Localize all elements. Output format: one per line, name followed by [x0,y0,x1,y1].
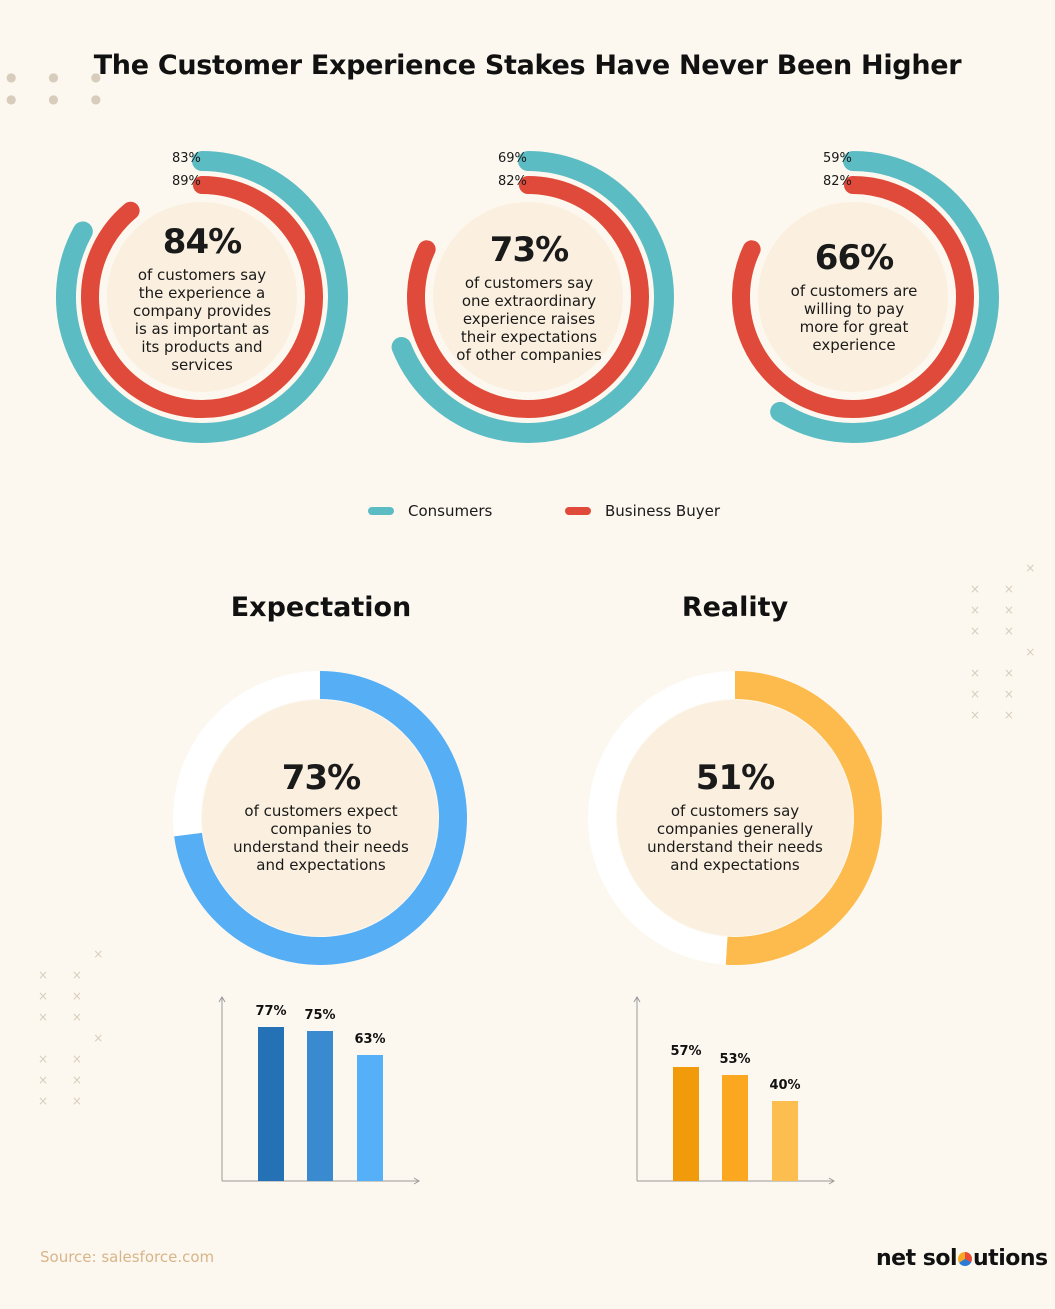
decor-dots-top-left: ● ● ● ● ● ● [6,70,116,106]
expectation-bar-label-3: 63% [354,1032,386,1047]
reality-bar-1 [673,1067,699,1181]
expectation-text: 73% of customers expect companies to und… [232,758,410,874]
reality-bar-label-1: 57% [670,1044,702,1059]
decor-crosses-right: × × × × × × × × × × × × × × [970,561,1046,722]
legend-consumers-swatch [368,507,394,515]
page-title: The Customer Experience Stakes Have Neve… [93,50,962,81]
ring-2-business-label: 82% [498,174,527,189]
ring-2-headline: 73% [489,230,569,270]
expectation-bar-3 [357,1055,383,1181]
reality-description: of customers say companies generally und… [647,802,823,874]
decor-crosses-left: × × × × × × × × × × × × × × [38,947,114,1108]
expectation-headline: 73% [281,758,361,798]
ring-1-headline: 84% [162,222,242,262]
ring-2-consumers-label: 69% [498,151,527,166]
reality-x-arrow-icon [828,1177,835,1185]
legend-business-label: Business Buyer [605,502,720,520]
ring-1-description: of customers say the experience a compan… [132,266,272,374]
expectation-x-arrow-icon [413,1177,420,1185]
ring-1-text: 84% of customers say the experience a co… [126,222,278,374]
brand-text-start: net sol [876,1246,958,1271]
brand-logo: net sol utions [876,1246,1048,1271]
expectation-ring-inner-fill [202,700,438,936]
expectation-bar-label-1: 77% [255,1004,287,1019]
ring-3-consumers-arc [770,151,999,443]
expectation-bar-2 [307,1031,333,1181]
ring-2-business-arc [407,176,649,418]
expectation-ring-arc [174,671,467,965]
ring-3-inner-fill [758,202,948,392]
expectation-y-arrow-icon [218,996,226,1003]
reality-heading: Reality [681,592,789,623]
ring-1-consumers-label: 83% [172,151,201,166]
reality-bar-label-3: 40% [769,1078,801,1093]
legend-business-buyer: Business Buyer [565,502,720,520]
expectation-bar-1 [258,1027,284,1181]
ring-2-description: of customers say one extraordinary exper… [456,274,602,364]
reality-bar-3 [772,1101,798,1181]
reality-bar-label-2: 53% [719,1052,751,1067]
ring-1-business-label: 89% [172,174,201,189]
reality-bar-2 [722,1075,748,1181]
reality-y-arrow-icon [633,996,641,1003]
legend-consumers: Consumers [368,502,492,520]
source-note: Source: salesforce.com [40,1248,215,1266]
ring-1-inner-fill [107,202,297,392]
reality-headline: 51% [695,758,775,798]
ring-2-inner-fill [433,202,623,392]
reality-ring-inner-fill [617,700,853,936]
ring-3-business-arc [732,176,974,418]
brand-o-icon [958,1252,973,1266]
ring-1-business-arc [81,176,323,418]
ring-1-consumers-arc [56,151,348,443]
ring-3-text: 66% of customers are willing to pay more… [784,238,924,354]
reality-ring-arc [725,671,882,965]
expectation-description: of customers expect companies to underst… [233,802,409,874]
brand-text-end: utions [973,1246,1048,1271]
legend-business-swatch [565,507,591,515]
reality-text: 51% of customers say companies generally… [646,758,824,874]
ring-3-consumers-label: 59% [823,151,852,166]
ring-3-business-label: 82% [823,174,852,189]
legend-consumers-label: Consumers [408,502,493,520]
ring-3-headline: 66% [814,238,894,278]
expectation-bar-label-2: 75% [304,1008,336,1023]
ring-2-consumers-arc [391,151,674,443]
ring-2-text: 73% of customers say one extraordinary e… [452,230,606,364]
expectation-heading: Expectation [230,592,412,623]
ring-3-description: of customers are willing to pay more for… [790,282,918,354]
